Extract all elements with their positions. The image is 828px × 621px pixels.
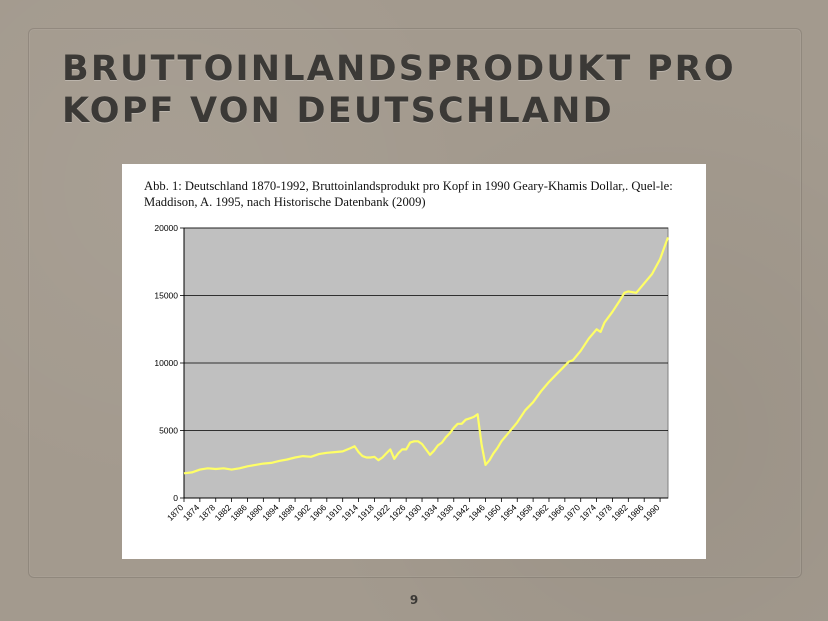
x-tick-label: 1966 bbox=[546, 502, 567, 523]
x-tick-label: 1890 bbox=[244, 502, 265, 523]
x-tick-label: 1974 bbox=[578, 502, 599, 523]
line-chart: 0 5000 10000 15000 20000 18701874187818821886… bbox=[154, 223, 670, 523]
x-tick-label: 1934 bbox=[419, 502, 440, 523]
chart-caption: Abb. 1: Deutschland 1870-1992, Bruttoinl… bbox=[144, 179, 673, 209]
slide-title: BRUTTOINLANDSPRODUKT PRO KOPF VON DEUTSC… bbox=[62, 49, 736, 131]
x-tick-label: 1874 bbox=[181, 502, 202, 523]
x-tick-label: 1986 bbox=[625, 502, 646, 523]
page-number: 9 bbox=[409, 593, 419, 607]
x-tick-label: 1962 bbox=[530, 502, 551, 523]
chart-figure: Abb. 1: Deutschland 1870-1992, Bruttoinl… bbox=[122, 164, 706, 559]
x-tick-label: 1978 bbox=[593, 502, 614, 523]
x-tick-label: 1938 bbox=[435, 502, 456, 523]
y-tick-label: 0 bbox=[173, 493, 178, 503]
x-tick-label: 1918 bbox=[355, 502, 376, 523]
x-tick-label: 1970 bbox=[562, 502, 583, 523]
y-tick-label: 20000 bbox=[154, 223, 178, 233]
x-tick-label: 1878 bbox=[197, 502, 218, 523]
x-tick-label: 1958 bbox=[514, 502, 535, 523]
x-tick-label: 1954 bbox=[498, 502, 519, 523]
x-tick-label: 1942 bbox=[451, 502, 472, 523]
x-tick-label: 1922 bbox=[371, 502, 392, 523]
x-tick-label: 1906 bbox=[308, 502, 329, 523]
x-tick-label: 1914 bbox=[340, 502, 361, 523]
x-tick-label: 1950 bbox=[482, 502, 503, 523]
y-tick-label: 10000 bbox=[154, 358, 178, 368]
x-tick-label: 1870 bbox=[165, 502, 186, 523]
y-tick-label: 5000 bbox=[159, 426, 178, 436]
x-tick-label: 1894 bbox=[260, 502, 281, 523]
y-tick-label: 15000 bbox=[154, 291, 178, 301]
x-tick-label: 1926 bbox=[387, 502, 408, 523]
x-tick-label: 1882 bbox=[213, 502, 234, 523]
slide-frame bbox=[28, 28, 802, 578]
x-tick-label: 1946 bbox=[466, 502, 487, 523]
x-tick-label: 1902 bbox=[292, 502, 313, 523]
x-tick-label: 1898 bbox=[276, 502, 297, 523]
x-tick-label: 1982 bbox=[609, 502, 630, 523]
x-tick-label: 1910 bbox=[324, 502, 345, 523]
x-tick-label: 1930 bbox=[403, 502, 424, 523]
x-tick-label: 1886 bbox=[228, 502, 249, 523]
series-line bbox=[183, 237, 670, 475]
x-tick-label: 1990 bbox=[641, 502, 662, 523]
